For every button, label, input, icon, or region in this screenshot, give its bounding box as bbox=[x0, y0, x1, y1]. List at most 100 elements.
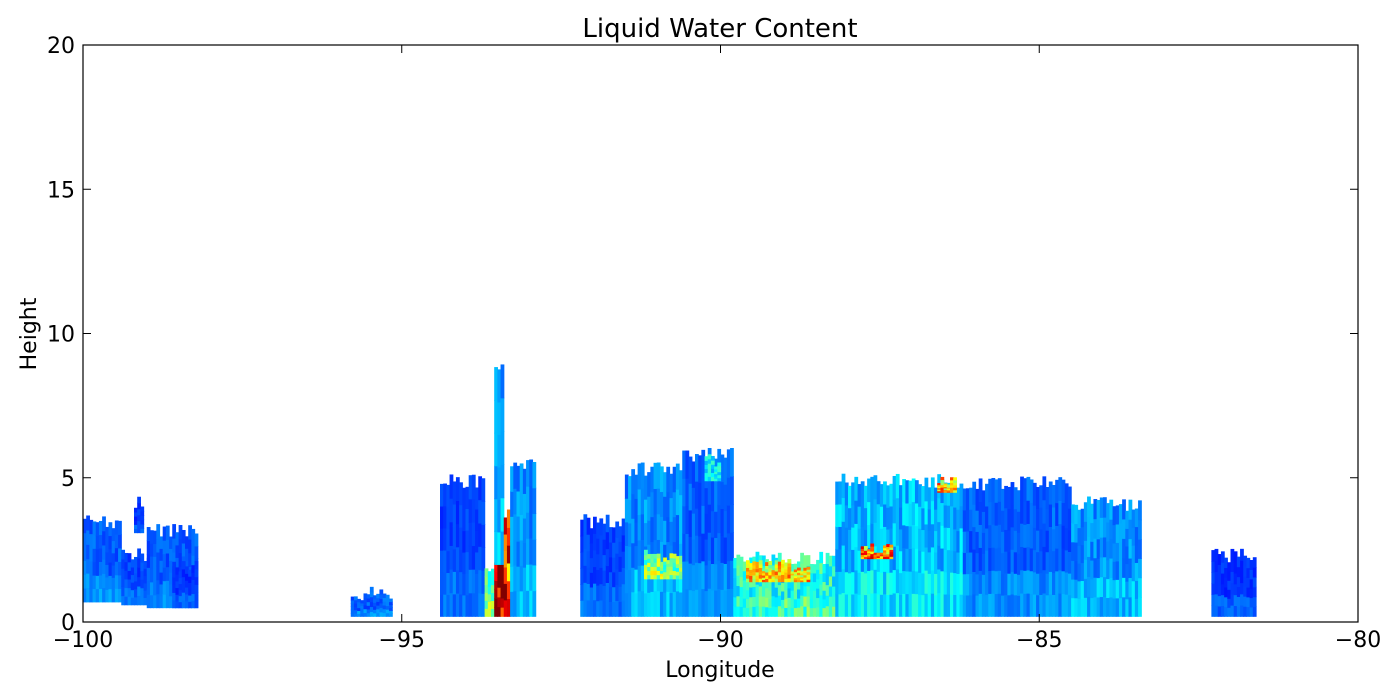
heat-cell bbox=[784, 598, 789, 608]
heat-cell bbox=[634, 545, 639, 570]
heat-cell bbox=[618, 601, 623, 617]
heat-cell bbox=[462, 487, 467, 510]
heat-cell bbox=[809, 581, 814, 591]
heat-cell bbox=[506, 562, 511, 582]
heat-cell bbox=[1058, 477, 1063, 501]
heat-cell bbox=[889, 505, 894, 529]
heat-cell bbox=[746, 563, 750, 568]
heat-cell bbox=[924, 477, 929, 502]
heat-cell bbox=[930, 477, 935, 502]
heat-cell bbox=[889, 549, 894, 553]
heat-cell bbox=[914, 480, 919, 504]
heat-cell bbox=[962, 488, 967, 511]
heat-cell bbox=[1042, 522, 1047, 547]
heat-cell bbox=[491, 576, 495, 586]
heat-cell bbox=[695, 535, 699, 563]
heat-cell bbox=[647, 554, 651, 559]
heat-cell bbox=[1118, 522, 1123, 543]
heat-cell bbox=[765, 571, 769, 576]
heat-cell bbox=[640, 462, 645, 489]
heat-cell bbox=[650, 591, 655, 617]
heat-cell bbox=[863, 529, 868, 552]
heat-cell bbox=[1214, 582, 1219, 595]
heat-cell bbox=[666, 572, 671, 577]
heat-cell bbox=[720, 589, 725, 617]
heat-cell bbox=[194, 576, 199, 585]
heat-cell bbox=[1096, 538, 1101, 559]
heat-cell bbox=[475, 573, 479, 596]
heat-cell bbox=[793, 569, 798, 573]
heat-cell bbox=[962, 531, 967, 553]
heat-cell bbox=[879, 550, 884, 573]
heat-cell bbox=[647, 558, 651, 563]
heat-cell bbox=[143, 560, 148, 569]
heat-cell bbox=[924, 523, 929, 548]
heat-cell bbox=[475, 551, 479, 574]
heat-cell bbox=[685, 533, 690, 562]
heat-cell bbox=[669, 497, 674, 522]
heat-cell bbox=[695, 454, 699, 482]
heat-cell bbox=[742, 607, 747, 617]
heat-cell bbox=[178, 538, 183, 554]
heat-cell bbox=[188, 538, 192, 554]
heat-cell bbox=[994, 593, 999, 617]
heat-cell bbox=[624, 569, 629, 594]
heat-cell bbox=[946, 594, 951, 617]
heat-cell bbox=[927, 594, 932, 617]
heat-cell bbox=[1103, 576, 1107, 597]
heat-cell bbox=[1109, 499, 1114, 520]
heat-cell bbox=[350, 609, 355, 614]
heat-cell bbox=[991, 547, 996, 571]
heat-cell bbox=[191, 528, 196, 543]
heat-cell bbox=[800, 573, 804, 576]
heat-cell bbox=[870, 553, 875, 557]
heat-cell bbox=[143, 590, 148, 599]
heat-cell bbox=[832, 555, 836, 567]
heat-cell bbox=[816, 588, 820, 599]
heat-cell bbox=[519, 488, 524, 515]
heat-cell bbox=[644, 573, 648, 580]
heat-cell bbox=[159, 536, 164, 549]
heat-cell bbox=[165, 593, 170, 609]
heat-cell bbox=[1023, 547, 1028, 571]
heat-cell bbox=[679, 518, 683, 544]
heat-cell bbox=[765, 565, 769, 570]
heat-cell bbox=[134, 564, 138, 574]
heat-cell bbox=[1103, 536, 1107, 558]
heat-cell bbox=[583, 514, 588, 532]
heat-cell bbox=[1058, 546, 1063, 571]
heat-cell bbox=[666, 563, 671, 567]
heat-cell bbox=[844, 549, 849, 573]
heat-cell bbox=[1001, 488, 1005, 511]
heat-cell bbox=[443, 594, 447, 617]
heat-cell bbox=[497, 499, 502, 533]
heat-cell bbox=[723, 563, 728, 591]
heat-cell bbox=[892, 475, 897, 500]
heat-cell bbox=[121, 558, 126, 569]
heat-cell bbox=[994, 502, 999, 526]
heat-cell bbox=[385, 594, 390, 599]
heat-cell bbox=[832, 565, 836, 577]
heat-cell bbox=[481, 547, 486, 571]
heat-cell bbox=[787, 587, 792, 598]
heat-cell bbox=[749, 606, 753, 617]
heat-cell bbox=[953, 528, 957, 552]
heat-cell bbox=[835, 593, 840, 617]
heat-cell bbox=[1096, 519, 1101, 540]
heat-cell bbox=[1007, 594, 1012, 617]
heat-cell bbox=[784, 578, 789, 583]
heat-cell bbox=[1004, 507, 1008, 530]
heat-cell bbox=[589, 528, 594, 544]
heat-cell bbox=[771, 585, 776, 597]
heat-cell bbox=[937, 592, 942, 617]
heat-cell bbox=[867, 549, 871, 552]
heat-cell bbox=[749, 577, 753, 588]
heat-cell bbox=[124, 596, 129, 606]
heat-cell bbox=[873, 553, 878, 556]
cloud-region-8 bbox=[494, 558, 505, 617]
heat-cell bbox=[1013, 551, 1018, 574]
heat-cell bbox=[522, 517, 527, 544]
heat-cell bbox=[825, 584, 830, 596]
heat-cell bbox=[640, 513, 645, 540]
heat-cell bbox=[940, 476, 945, 481]
